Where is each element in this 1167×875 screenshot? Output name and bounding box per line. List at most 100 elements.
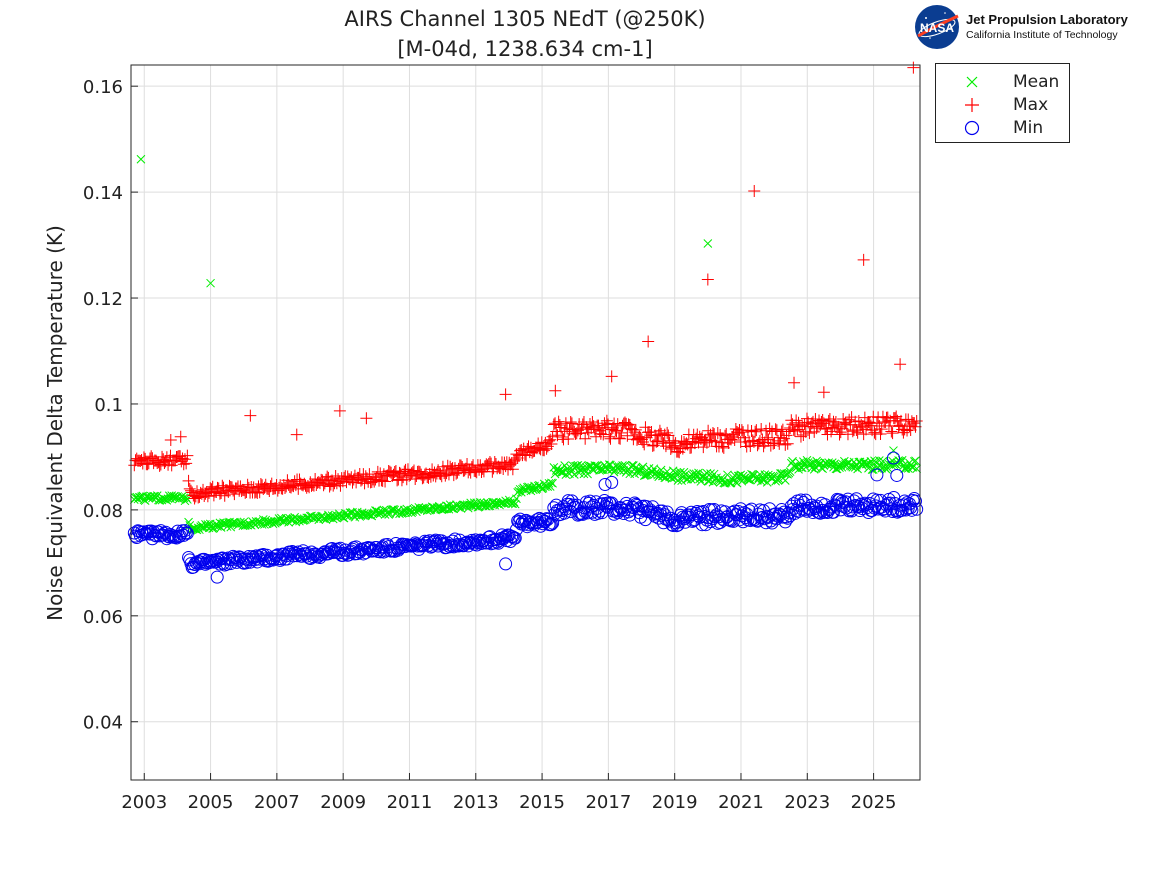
point-max [369, 473, 382, 486]
point-max [645, 426, 658, 439]
point-min [508, 531, 522, 545]
point-min [870, 468, 884, 482]
point-max [819, 423, 832, 436]
point-mean [258, 515, 268, 524]
point-mean [149, 491, 158, 501]
point-max [628, 426, 641, 439]
y-axis-label: Noise Equivalent Delta Temperature (K) [43, 225, 67, 621]
point-mean [638, 462, 648, 472]
point-max [137, 451, 150, 464]
point-max [244, 409, 257, 422]
point-max [701, 273, 714, 286]
point-min [764, 514, 778, 528]
point-max [228, 488, 241, 501]
legend-label-min: Min [1013, 118, 1044, 138]
point-mean [865, 459, 875, 469]
legend: Mean Max Min [935, 63, 1070, 143]
point-min [910, 502, 924, 516]
y-tick-label: 0.06 [83, 607, 123, 628]
x-tick-label: 2009 [320, 792, 366, 813]
point-max [851, 426, 864, 439]
point-mean [206, 278, 215, 288]
point-min [834, 503, 848, 517]
point-max [843, 413, 856, 426]
point-max [669, 437, 682, 450]
point-min [177, 528, 191, 542]
point-mean [738, 471, 748, 481]
lab-name: Jet Propulsion Laboratory [966, 12, 1128, 27]
x-tick-label: 2023 [784, 792, 830, 813]
legend-item-min: Min [936, 116, 1069, 140]
point-min [174, 526, 188, 540]
x-tick-label: 2007 [254, 792, 300, 813]
point-mean [651, 467, 661, 477]
point-min [890, 468, 904, 482]
point-max [854, 421, 867, 434]
jpl-logo: NASA Jet Propulsion Laboratory Californi… [912, 4, 1162, 54]
series-min [127, 451, 924, 584]
point-max [565, 417, 578, 430]
point-max [817, 386, 830, 399]
y-tick-label: 0.14 [83, 183, 123, 204]
series-mean [129, 154, 922, 535]
point-max [528, 444, 541, 457]
point-max [556, 431, 569, 444]
point-max [612, 432, 625, 445]
point-max [726, 431, 739, 444]
axis-ticks: 2003 2005 2007 2009 2011 2013 2015 2017 2019 2021… [83, 77, 897, 813]
x-tick-label: 2017 [585, 792, 631, 813]
point-max [808, 425, 821, 438]
x-tick-label: 2015 [519, 792, 565, 813]
point-max [822, 414, 835, 427]
point-max [290, 428, 303, 441]
point-max [779, 438, 792, 451]
point-min [908, 494, 922, 508]
point-min [849, 492, 863, 506]
point-max [907, 61, 920, 74]
point-min [499, 557, 513, 571]
point-max [749, 425, 762, 438]
point-min [178, 524, 192, 538]
point-max [772, 434, 785, 447]
point-max [582, 426, 595, 439]
point-max [632, 432, 645, 445]
point-max [562, 433, 575, 446]
point-min [427, 534, 441, 548]
point-mean [635, 468, 644, 478]
point-max [755, 422, 768, 435]
y-tick-label: 0.12 [83, 289, 123, 310]
point-max [521, 443, 534, 456]
y-tick-label: 0.08 [83, 501, 123, 522]
point-max [655, 427, 668, 440]
point-mean [874, 456, 884, 465]
point-mean [298, 516, 308, 525]
point-min [605, 475, 619, 489]
point-max [350, 476, 363, 489]
legend-label-max: Max [1013, 95, 1049, 115]
point-max [794, 430, 807, 443]
point-max [180, 457, 193, 470]
point-max [545, 438, 558, 451]
point-max [790, 414, 803, 427]
point-mean [838, 460, 848, 469]
point-max [745, 425, 758, 438]
point-max [870, 417, 883, 430]
point-max [505, 457, 518, 470]
point-max [534, 443, 547, 456]
point-max [784, 421, 797, 434]
point-max [281, 474, 294, 487]
data-points [127, 61, 924, 584]
point-min [895, 503, 909, 517]
point-max [635, 433, 648, 446]
point-max [748, 185, 761, 198]
point-min [794, 493, 808, 507]
point-max [855, 418, 868, 431]
point-min [268, 549, 282, 563]
point-max [609, 424, 622, 437]
point-max [549, 384, 562, 397]
point-mean [516, 487, 526, 497]
point-max [746, 434, 759, 447]
point-min [775, 503, 789, 517]
point-min [760, 509, 774, 523]
circle-marker-icon [964, 120, 980, 136]
